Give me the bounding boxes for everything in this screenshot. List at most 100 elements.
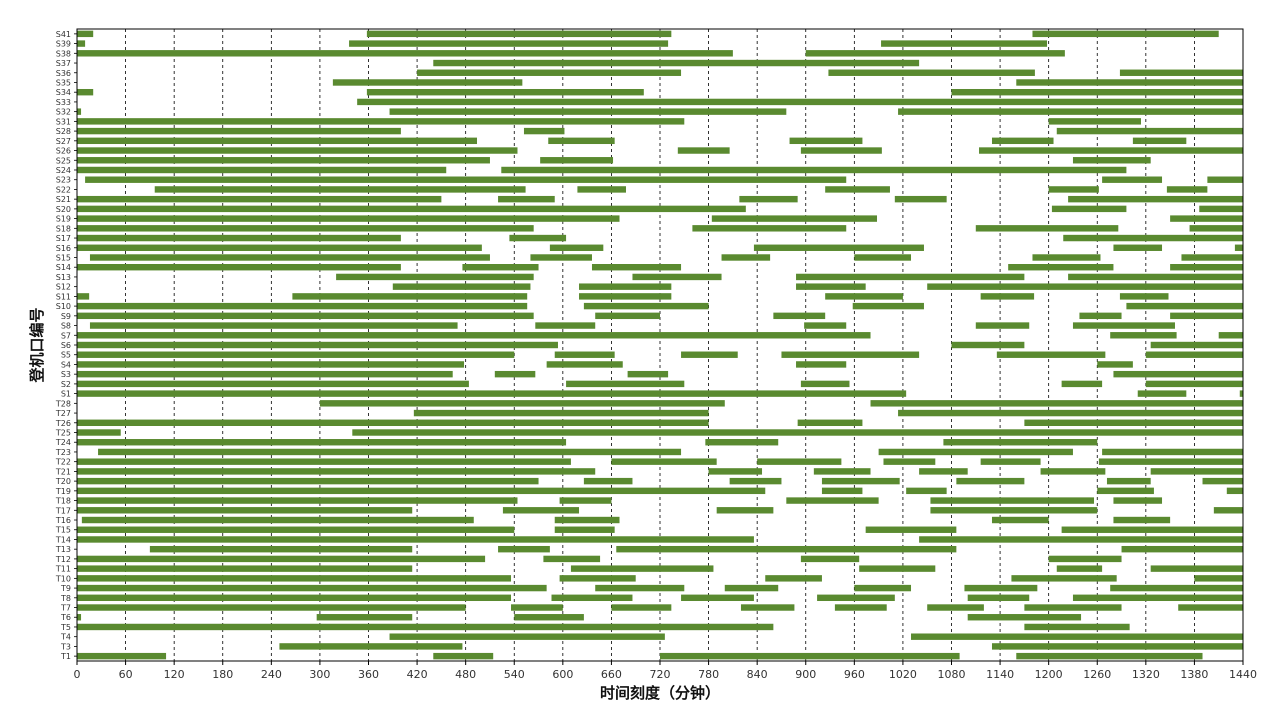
gantt-bar xyxy=(681,351,738,358)
y-tick-label: T20 xyxy=(55,477,71,486)
gantt-bar xyxy=(611,458,717,465)
gantt-bar xyxy=(1126,302,1243,310)
gantt-bar xyxy=(514,614,584,621)
gantt-bar xyxy=(77,614,82,621)
gantt-bar xyxy=(579,283,672,290)
gantt-bar xyxy=(366,88,644,96)
gantt-bar xyxy=(1079,312,1122,320)
gantt-bar xyxy=(753,244,924,251)
y-tick-label: S20 xyxy=(56,205,71,214)
gantt-bar xyxy=(1202,477,1243,485)
gantt-bar xyxy=(316,614,413,621)
gantt-bar xyxy=(433,652,494,660)
y-tick-label: S5 xyxy=(61,351,71,360)
gantt-bar xyxy=(1170,215,1243,222)
gantt-bar xyxy=(1016,652,1203,660)
gantt-bar xyxy=(616,545,957,553)
y-tick-label: S39 xyxy=(56,40,71,49)
gantt-bar xyxy=(77,332,871,339)
y-tick-label: T23 xyxy=(55,448,71,457)
gantt-bar xyxy=(98,448,682,456)
y-tick-label: S32 xyxy=(56,108,71,117)
gantt-bar xyxy=(911,633,1243,640)
gantt-bar xyxy=(502,507,580,514)
gantt-bar xyxy=(705,439,779,446)
y-tick-label: S8 xyxy=(61,322,71,331)
gantt-bar xyxy=(77,361,465,368)
gantt-bar xyxy=(554,526,615,533)
y-tick-label: S1 xyxy=(61,390,71,399)
gantt-bar xyxy=(894,195,947,203)
gantt-bar xyxy=(548,137,615,145)
gantt-bar xyxy=(292,293,528,300)
gantt-bar xyxy=(1207,176,1243,183)
gantt-bar xyxy=(591,264,682,271)
y-tick-label: T6 xyxy=(60,613,71,622)
gantt-bar xyxy=(1145,351,1243,358)
gantt-bar xyxy=(813,468,871,475)
gantt-bar xyxy=(627,370,669,378)
y-tick-label: S10 xyxy=(56,302,71,311)
gantt-bar xyxy=(77,30,94,38)
gantt-bar xyxy=(991,516,1049,524)
gantt-bar xyxy=(77,157,490,164)
y-tick-label: T11 xyxy=(55,565,71,574)
gantt-bar xyxy=(77,137,478,145)
gantt-bar xyxy=(77,205,746,213)
y-tick-label: S27 xyxy=(56,137,71,146)
gantt-bar xyxy=(77,118,685,125)
x-tick-label: 240 xyxy=(261,668,282,681)
gantt-bar xyxy=(77,147,518,154)
gantt-bar xyxy=(77,604,466,611)
x-axis-title: 时间刻度（分钟） xyxy=(600,684,720,702)
gantt-bar xyxy=(1110,584,1243,592)
gantt-bar xyxy=(834,604,887,611)
x-tick-label: 720 xyxy=(650,668,671,681)
gantt-bar xyxy=(721,254,771,261)
gantt-bar xyxy=(77,565,413,572)
gantt-bar xyxy=(77,264,401,271)
gantt-bar xyxy=(1056,127,1243,135)
gantt-bar xyxy=(1181,254,1243,261)
gantt-bar xyxy=(796,361,847,368)
gantt-bar xyxy=(975,322,1030,329)
x-tick-label: 480 xyxy=(455,668,476,681)
gantt-bar xyxy=(595,312,660,320)
y-tick-label: S38 xyxy=(56,49,71,58)
gantt-bar xyxy=(77,88,94,96)
gantt-bar xyxy=(883,458,936,465)
gantt-bar xyxy=(898,108,1243,115)
y-tick-label: S2 xyxy=(61,380,71,389)
gantt-bar xyxy=(498,545,550,553)
y-tick-label: S35 xyxy=(56,78,71,87)
gantt-bar xyxy=(919,468,968,475)
y-tick-label: S15 xyxy=(56,253,71,262)
gantt-bar xyxy=(559,497,612,504)
gantt-bar xyxy=(1098,458,1243,465)
gantt-bar xyxy=(943,439,1098,446)
gantt-bar xyxy=(530,254,592,261)
gantt-bar xyxy=(77,341,558,349)
y-tick-label: T3 xyxy=(60,642,71,651)
gantt-bar xyxy=(77,166,447,174)
gantt-bar xyxy=(389,108,787,115)
x-tick-label: 0 xyxy=(74,668,81,681)
gantt-bar xyxy=(433,59,920,67)
gantt-bar xyxy=(964,584,1038,592)
gantt-bar xyxy=(956,477,1025,485)
gantt-bar xyxy=(1097,487,1154,495)
y-tick-label: T7 xyxy=(60,604,71,613)
gantt-bar xyxy=(77,429,121,436)
y-tick-label: T5 xyxy=(60,623,71,632)
gantt-bar xyxy=(566,380,685,388)
y-tick-label: T1 xyxy=(60,652,71,661)
x-tick-label: 120 xyxy=(164,668,185,681)
gantt-bar xyxy=(535,322,596,329)
gantt-bar xyxy=(509,234,567,242)
gantt-bar xyxy=(77,468,596,475)
gantt-bar xyxy=(906,487,947,495)
gantt-bar xyxy=(1072,157,1151,164)
gantt-bar xyxy=(149,545,413,553)
y-tick-label: S31 xyxy=(56,117,71,126)
